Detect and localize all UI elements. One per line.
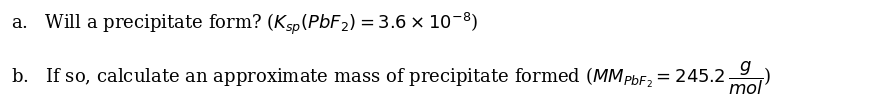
Text: a.   Will a precipitate form? ($K_{sp}(PbF_2) = 3.6 \times 10^{-8}$): a. Will a precipitate form? ($K_{sp}(PbF… <box>11 11 478 37</box>
Text: b.   If so, calculate an approximate mass of precipitate formed ($MM_{PbF_2} = 2: b. If so, calculate an approximate mass … <box>11 60 772 97</box>
